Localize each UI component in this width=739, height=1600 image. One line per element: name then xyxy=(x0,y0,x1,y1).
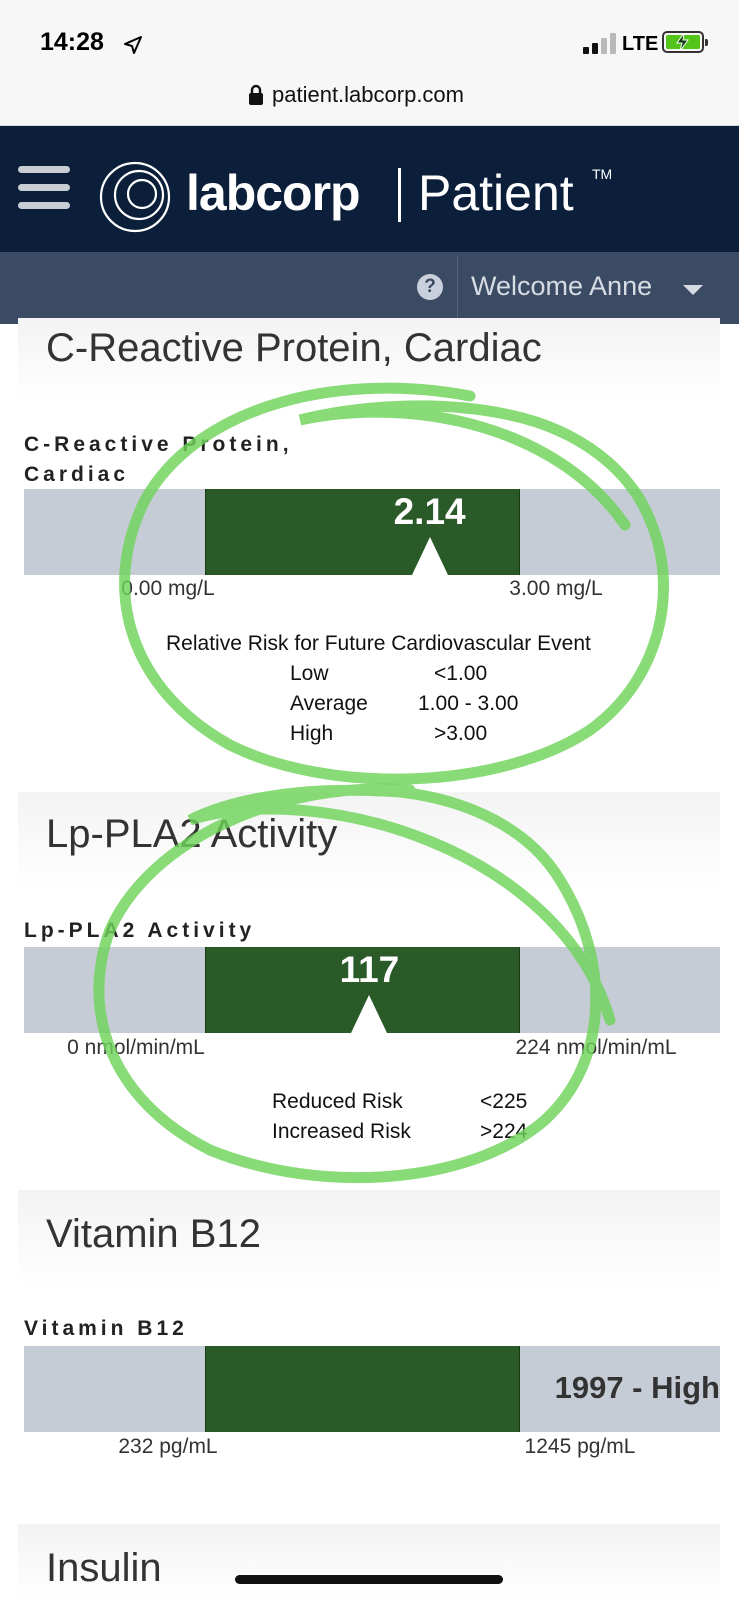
result-value: 1997 - High xyxy=(554,1370,720,1405)
status-time: 14:28 xyxy=(40,28,104,56)
risk-row-label: Reduced Risk xyxy=(272,1090,403,1113)
subnav-divider xyxy=(457,256,458,320)
app-header: labcorp Patient TM xyxy=(0,126,739,252)
result-card-header: Vitamin B12 xyxy=(18,1190,720,1286)
welcome-user-menu[interactable]: Welcome Anne xyxy=(471,271,653,301)
risk-row-value: >3.00 xyxy=(434,722,488,745)
result-value: 2.14 xyxy=(393,491,466,532)
brand-divider xyxy=(398,168,401,222)
range-low-label: 0.00 mg/L xyxy=(121,577,215,600)
range-low-label: 0 nmol/min/mL xyxy=(67,1036,205,1059)
test-label: Lp-PLA2 Activity xyxy=(24,919,256,942)
test-label: C-Reactive Protein, Cardiac xyxy=(24,433,293,486)
result-card-header: C-Reactive Protein, Cardiac xyxy=(18,318,720,400)
risk-row-label: High xyxy=(290,722,334,745)
risk-legend-heading: Relative Risk for Future Cardiovascular … xyxy=(166,632,591,655)
risk-row-label: Low xyxy=(290,662,329,685)
sub-navigation: ? Welcome Anne xyxy=(0,252,739,324)
result-card-header: Insulin xyxy=(18,1524,720,1600)
brand-name: labcorp xyxy=(186,165,361,221)
result-card-header: Lp-PLA2 Activity xyxy=(18,792,720,888)
browser-url[interactable]: patient.labcorp.com xyxy=(272,82,464,107)
reference-range-fill xyxy=(205,489,520,575)
location-arrow-icon xyxy=(124,36,142,54)
menu-icon[interactable] xyxy=(18,166,70,212)
signal-strength-icon xyxy=(583,32,623,54)
range-high-label: 224 nmol/min/mL xyxy=(515,1036,677,1059)
test-label: Vitamin B12 xyxy=(24,1317,188,1340)
result-title: Insulin xyxy=(46,1546,162,1590)
network-type: LTE xyxy=(622,33,659,55)
lock-icon xyxy=(249,84,263,105)
risk-row-value: <225 xyxy=(480,1090,528,1113)
trademark-mark: TM xyxy=(592,166,613,182)
result-value: 117 xyxy=(339,949,400,990)
battery-charging-icon xyxy=(662,31,708,53)
product-name: Patient xyxy=(418,165,574,221)
home-indicator[interactable] xyxy=(235,1575,503,1584)
risk-row-value: 1.00 - 3.00 xyxy=(418,692,519,715)
labcorp-logo-icon xyxy=(99,161,171,233)
risk-row-label: Increased Risk xyxy=(272,1120,411,1143)
range-low-label: 232 pg/mL xyxy=(118,1435,218,1458)
result-title: C-Reactive Protein, Cardiac xyxy=(46,326,542,370)
risk-row-label: Average xyxy=(290,692,368,715)
result-title: Lp-PLA2 Activity xyxy=(46,812,338,856)
result-marker-icon xyxy=(351,995,388,1033)
range-bar: 1997 - High xyxy=(24,1346,720,1432)
range-high-label: 3.00 mg/L xyxy=(509,577,603,600)
risk-row-value: <1.00 xyxy=(434,662,488,685)
browser-address-bar[interactable]: patient.labcorp.com xyxy=(0,70,739,126)
help-icon[interactable]: ? xyxy=(417,274,443,300)
range-bar: 117 xyxy=(24,947,720,1033)
reference-range-fill xyxy=(205,1346,520,1432)
risk-row-value: >224 xyxy=(480,1120,528,1143)
range-high-label: 1245 pg/mL xyxy=(524,1435,636,1458)
result-marker-icon xyxy=(411,537,448,575)
status-bar: 14:28 LTE xyxy=(0,0,739,70)
result-title: Vitamin B12 xyxy=(46,1212,261,1256)
chevron-down-icon[interactable] xyxy=(683,285,703,295)
range-bar: 2.14 xyxy=(24,489,720,575)
